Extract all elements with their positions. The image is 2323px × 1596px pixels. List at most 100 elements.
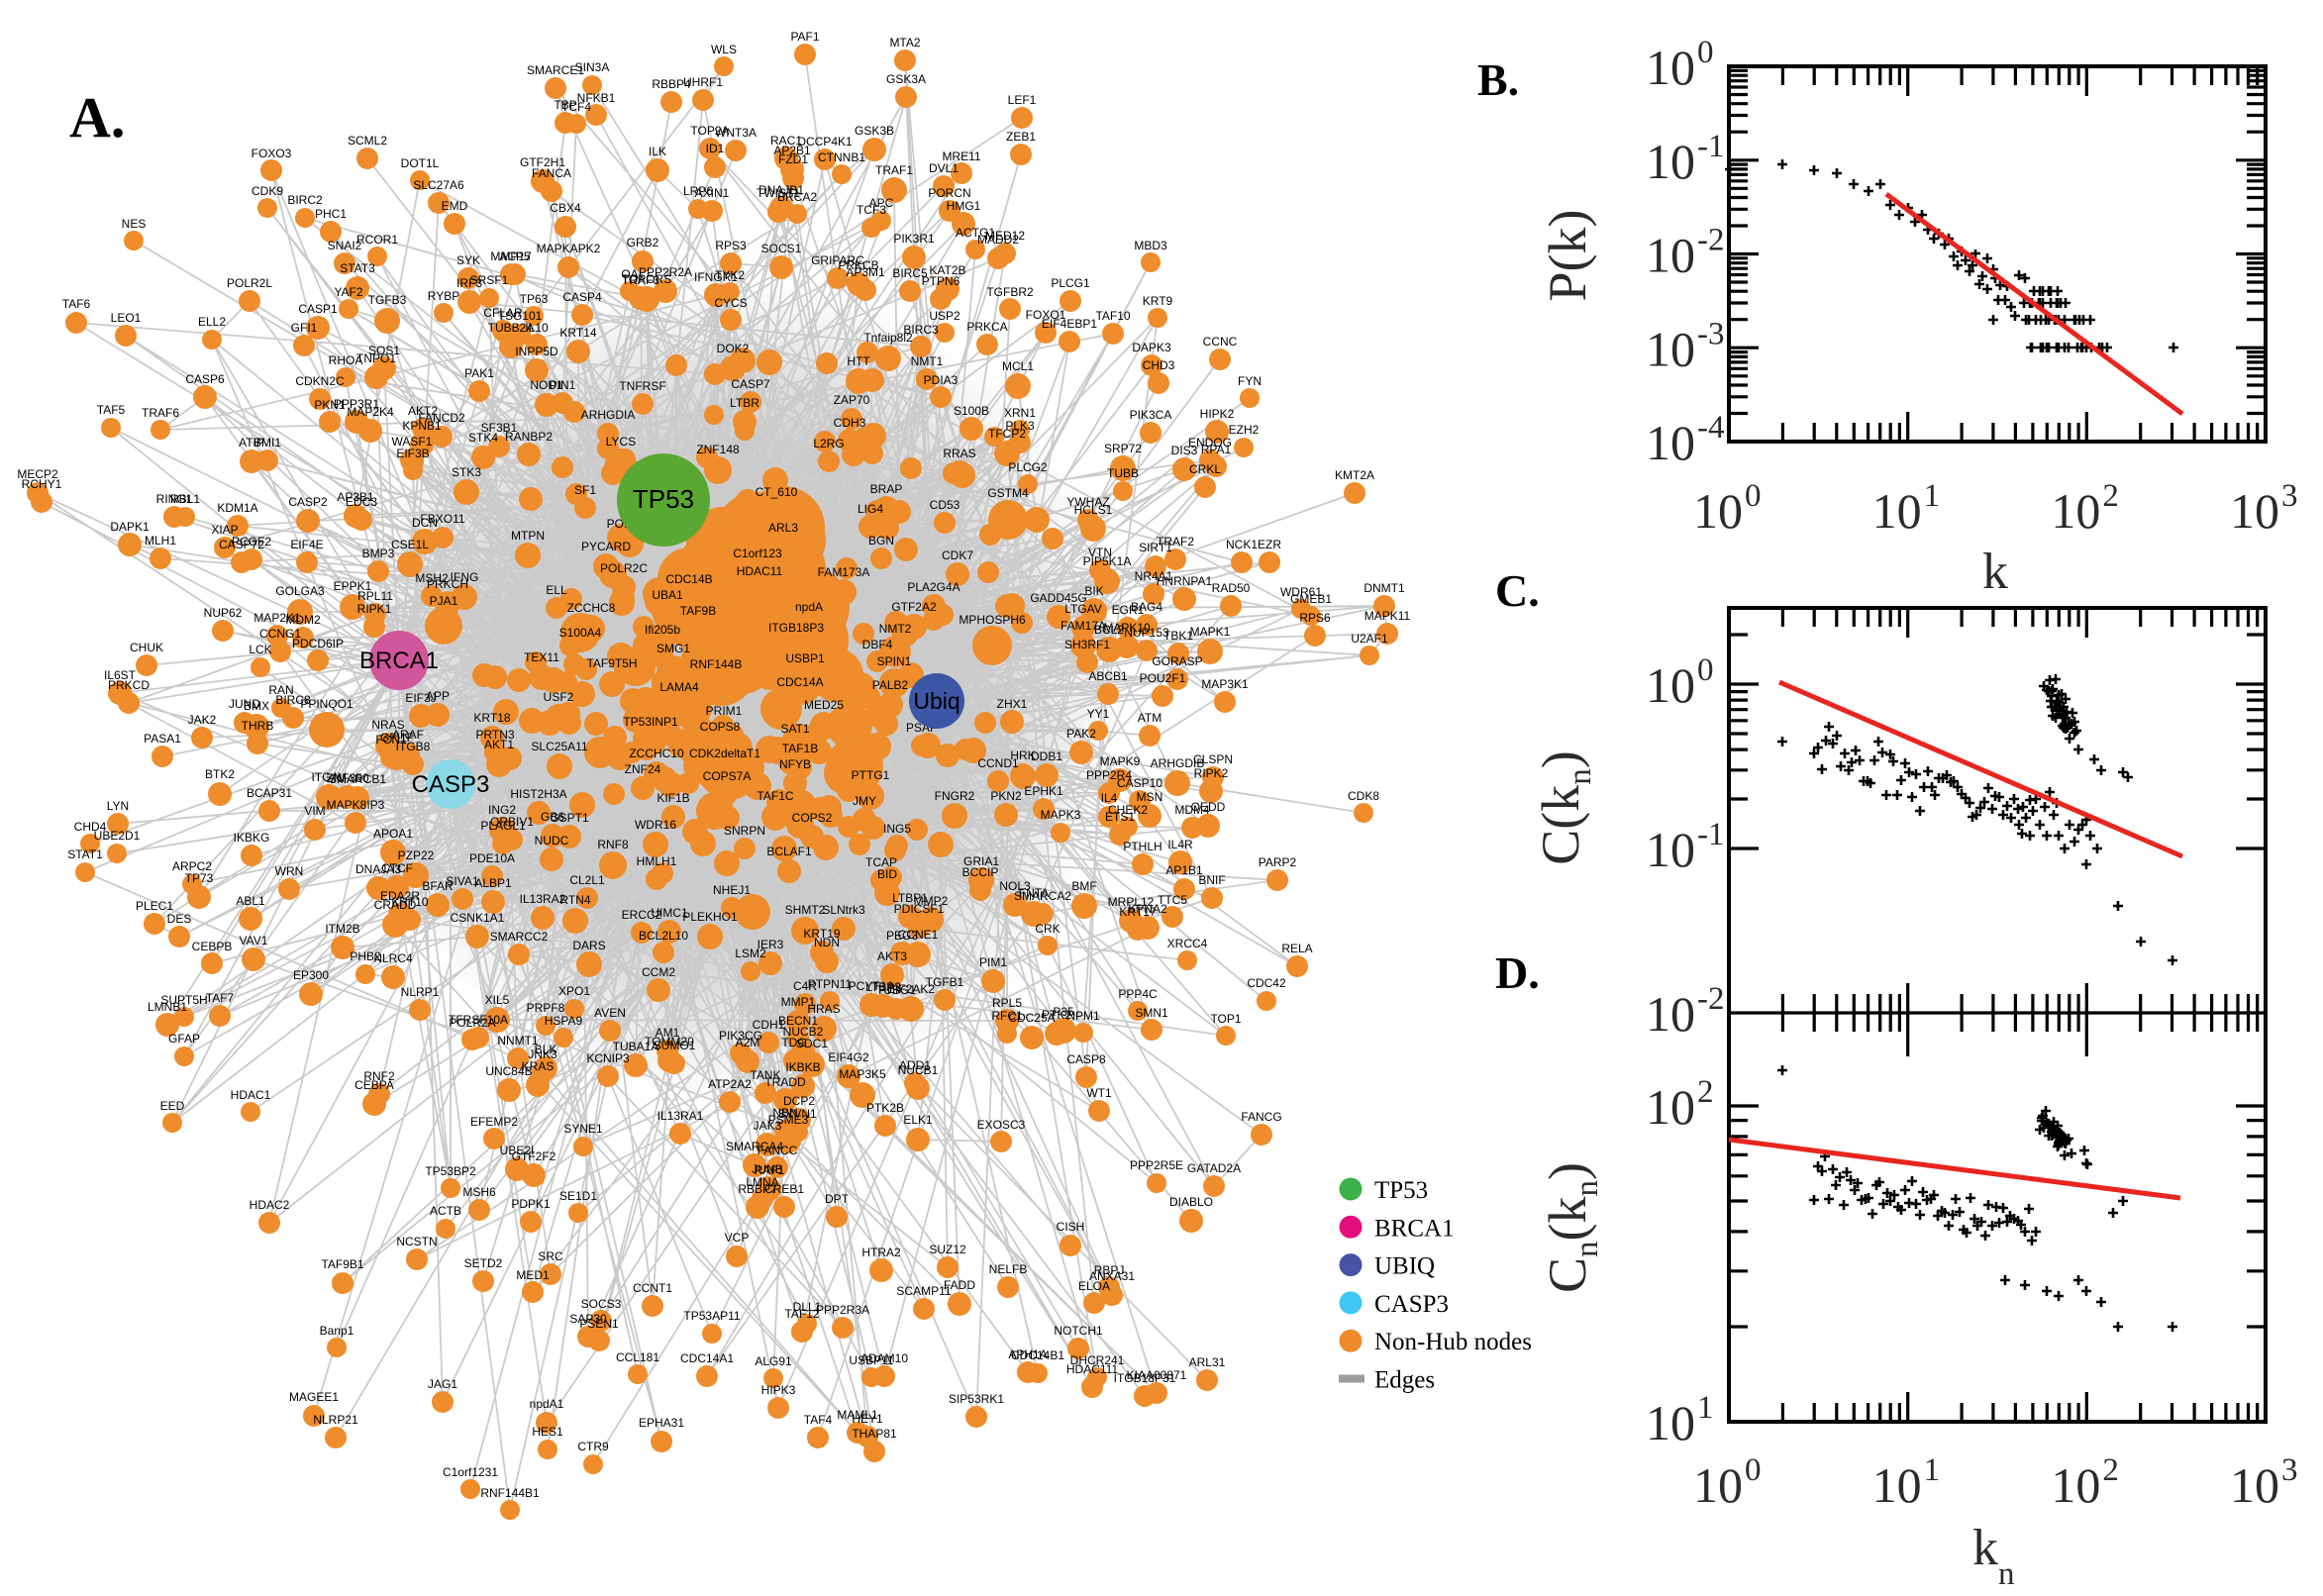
svg-text:npdA: npdA [795, 600, 823, 614]
svg-text:DARS: DARS [572, 939, 605, 952]
svg-text:BCCIP: BCCIP [962, 865, 999, 879]
svg-text:TAF6: TAF6 [62, 297, 91, 311]
svg-text:C1orf123: C1orf123 [733, 547, 782, 560]
svg-text:GMEB1: GMEB1 [1290, 592, 1332, 606]
svg-text:RIPK1: RIPK1 [357, 602, 392, 616]
svg-text:CCL181: CCL181 [616, 1350, 659, 1364]
svg-text:RBBP7: RBBP7 [738, 1182, 777, 1196]
svg-text:DCN: DCN [412, 516, 438, 530]
svg-text:KRT9: KRT9 [1143, 294, 1173, 308]
svg-text:BFAR: BFAR [422, 879, 454, 893]
svg-text:KPNA2: KPNA2 [1128, 902, 1167, 916]
svg-text:HIST2H3A: HIST2H3A [510, 787, 566, 801]
svg-text:-2: -2 [1697, 223, 1725, 258]
svg-text:NUP153: NUP153 [1124, 626, 1169, 640]
svg-text:KRT19: KRT19 [803, 927, 840, 941]
svg-text:NLRP1: NLRP1 [401, 985, 440, 999]
svg-text:GATAD2A: GATAD2A [1187, 1161, 1241, 1175]
svg-text:BRCA1: BRCA1 [359, 648, 439, 674]
svg-text:SAT1: SAT1 [780, 722, 809, 736]
svg-text:TP53BP2: TP53BP2 [425, 1164, 476, 1178]
svg-text:SETD2: SETD2 [464, 1256, 503, 1270]
svg-text:WDR16: WDR16 [635, 818, 676, 832]
svg-text:PAF1: PAF1 [790, 30, 819, 44]
svg-text:JAK2: JAK2 [188, 713, 217, 727]
svg-text:FCN1: FCN1 [375, 733, 407, 747]
svg-text:CCNE1: CCNE1 [898, 928, 939, 942]
svg-text:BCL2L10: BCL2L10 [639, 929, 688, 943]
svg-text:WNT3A: WNT3A [715, 126, 757, 140]
svg-text:FZD1: FZD1 [778, 152, 808, 166]
svg-text:RAF1: RAF1 [755, 1163, 785, 1177]
svg-text:RNF144B: RNF144B [690, 657, 743, 671]
svg-text:BCLAF1: BCLAF1 [766, 845, 812, 858]
svg-text:PTK2B: PTK2B [866, 1101, 904, 1115]
svg-text:ZNF148: ZNF148 [696, 443, 740, 456]
svg-text:TRADD: TRADD [764, 1075, 806, 1089]
svg-text:SOCS3: SOCS3 [581, 1297, 622, 1311]
svg-text:PRKCA: PRKCA [966, 320, 1007, 334]
svg-text:PCYT1A: PCYT1A [849, 979, 895, 993]
svg-text:ITGB8: ITGB8 [396, 740, 431, 753]
svg-text:3: 3 [2281, 1452, 2298, 1488]
svg-text:SIRT1: SIRT1 [1139, 541, 1172, 554]
svg-text:KRAS: KRAS [522, 1059, 555, 1073]
svg-text:HES1: HES1 [532, 1425, 563, 1439]
svg-text:NOD1: NOD1 [530, 378, 563, 392]
svg-text:PRKCH: PRKCH [427, 577, 468, 591]
svg-text:JNK3: JNK3 [528, 1047, 557, 1061]
svg-text:S100A4: S100A4 [559, 626, 602, 640]
svg-text:IKBKB: IKBKB [785, 1060, 820, 1074]
svg-text:npdA1: npdA1 [530, 1397, 564, 1411]
svg-text:EIF4EBP1: EIF4EBP1 [1042, 317, 1097, 331]
svg-text:NHEJ1: NHEJ1 [713, 883, 751, 897]
svg-text:NCSTN: NCSTN [396, 1235, 437, 1248]
svg-text:GFI1F: GFI1F [380, 731, 414, 745]
svg-text:ILK: ILK [649, 145, 666, 158]
svg-text:FANCA: FANCA [532, 166, 571, 180]
svg-text:TP53AP11: TP53AP11 [683, 1309, 740, 1323]
svg-text:10: 10 [1693, 483, 1743, 539]
svg-text:PSME3: PSME3 [768, 1113, 809, 1127]
svg-text:DOK2: DOK2 [717, 342, 750, 355]
svg-text:TRAF6: TRAF6 [142, 406, 179, 420]
svg-text:TP53INP1: TP53INP1 [623, 715, 678, 729]
svg-text:PDICSF1: PDICSF1 [894, 902, 945, 916]
svg-text:PTPN11: PTPN11 [808, 977, 853, 991]
svg-text:PJA1: PJA1 [430, 594, 458, 608]
svg-text:THAP81: THAP81 [852, 1427, 897, 1441]
svg-text:RING1: RING1 [156, 492, 193, 506]
svg-text:LTBP1: LTBP1 [892, 891, 928, 905]
svg-text:CDK8: CDK8 [1348, 789, 1379, 803]
svg-text:NFYB: NFYB [779, 757, 811, 771]
svg-text:TEX11: TEX11 [524, 650, 559, 664]
svg-text:NUP62: NUP62 [204, 606, 243, 620]
svg-text:PHB2: PHB2 [350, 949, 381, 963]
svg-text:ADAM10: ADAM10 [860, 1351, 908, 1365]
svg-text:AP2B1: AP2B1 [773, 144, 811, 157]
svg-text:TAF7: TAF7 [206, 991, 235, 1005]
svg-text:MED25: MED25 [804, 698, 844, 712]
svg-text:MAP2K1: MAP2K1 [253, 611, 301, 625]
svg-text:SPIN1: SPIN1 [877, 654, 912, 668]
svg-text:UBA1: UBA1 [652, 588, 683, 602]
svg-text:Ubiq: Ubiq [913, 688, 960, 714]
svg-text:BNIF: BNIF [1198, 873, 1225, 887]
svg-text:2: 2 [1697, 1074, 1714, 1110]
svg-text:MAPK1: MAPK1 [1190, 625, 1231, 639]
svg-text:BMP3: BMP3 [362, 547, 395, 560]
svg-text:UNC84B: UNC84B [485, 1064, 532, 1078]
svg-text:IL10: IL10 [525, 321, 549, 335]
svg-text:ZNF24: ZNF24 [625, 762, 661, 776]
svg-text:MTPN: MTPN [511, 529, 545, 543]
svg-text:MAP3K5: MAP3K5 [839, 1067, 886, 1081]
svg-text:PTTG1: PTTG1 [852, 768, 890, 782]
svg-text:DNAJB1: DNAJB1 [758, 183, 804, 197]
svg-text:0: 0 [1697, 35, 1714, 70]
svg-text:PTK2: PTK2 [1042, 1008, 1071, 1022]
svg-text:EIF4E: EIF4E [290, 538, 323, 551]
svg-text:TBK1: TBK1 [1163, 629, 1193, 643]
svg-text:2: 2 [2102, 478, 2119, 514]
svg-text:HTRA2: HTRA2 [861, 1246, 901, 1259]
svg-text:RTN4: RTN4 [559, 893, 590, 907]
